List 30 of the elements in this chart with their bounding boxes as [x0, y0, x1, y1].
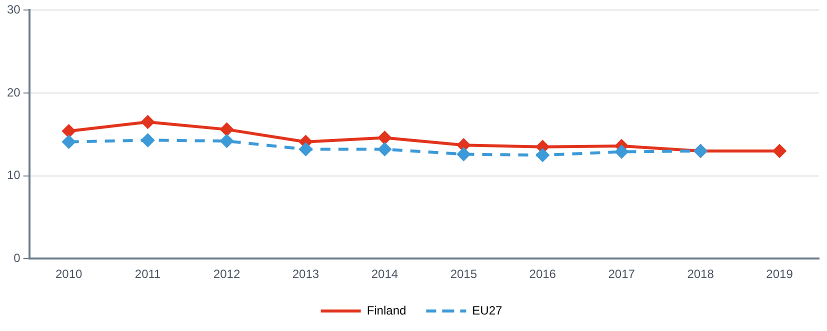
- point: [615, 145, 628, 158]
- x-tick-label: 2019: [766, 267, 794, 282]
- x-tick-label: 2015: [450, 267, 478, 282]
- x-tick-label: 2013: [292, 267, 320, 282]
- y-tick-label: 30: [6, 2, 21, 17]
- point: [141, 115, 154, 128]
- x-tick-label: 2010: [55, 267, 82, 282]
- point: [141, 134, 154, 147]
- x-tick-label: 2011: [134, 267, 162, 282]
- point: [457, 148, 470, 161]
- point: [62, 124, 76, 138]
- y-tick-label: 20: [6, 85, 21, 100]
- x-tick-label: 2014: [371, 267, 398, 282]
- point: [536, 148, 550, 162]
- y-tick-label: 10: [6, 168, 21, 182]
- point: [457, 138, 470, 152]
- x-tick-label: 2017: [608, 267, 636, 282]
- point: [773, 144, 786, 158]
- y-tick-label: 0: [14, 250, 21, 265]
- point: [220, 134, 234, 148]
- legend-label: EU27: [472, 303, 503, 318]
- point: [299, 142, 312, 156]
- point: [220, 122, 234, 136]
- point: [378, 142, 392, 156]
- x-tick-label: 2016: [529, 267, 556, 282]
- legend-label: Finland: [366, 303, 406, 318]
- point: [378, 131, 392, 144]
- x-tick-label: 2012: [213, 267, 240, 282]
- x-tick-label: 2018: [687, 267, 714, 282]
- point: [62, 135, 76, 148]
